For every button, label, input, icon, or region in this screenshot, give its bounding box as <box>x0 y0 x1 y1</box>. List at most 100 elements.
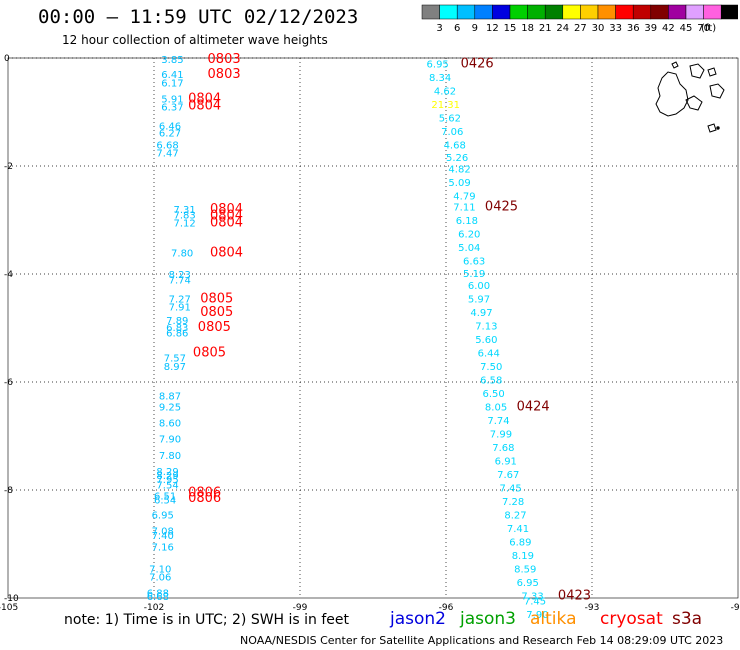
s3a-swh-label: 6.89 <box>509 537 531 548</box>
latitude-tick-label: -8 <box>4 486 13 496</box>
s3a-swh-label: 7.45 <box>524 597 546 608</box>
s3a-swh-label: 7.68 <box>492 443 514 454</box>
s3a-swh-label: 8.59 <box>514 564 536 575</box>
satellite-jason2-label: jason2 <box>390 609 446 629</box>
cryosat-time-label: 0804 <box>210 209 243 224</box>
cryosat-swh-label: 7.12 <box>173 219 195 230</box>
cryosat-time-label: 0804 <box>188 92 221 107</box>
s3a-swh-label: 8.05 <box>485 402 507 413</box>
s3a-swh-label: 5.26 <box>446 153 468 164</box>
wave-height-map: -105 -102 -99 -96 -93 -90 0 -2 -4 -6 -8 -10 3.85 6.41… <box>0 52 740 620</box>
s3a-swh-label: 4.79 <box>453 192 475 203</box>
legend-tick-label: 9 <box>472 23 478 34</box>
cryosat-time-label: 0804 <box>188 99 221 114</box>
cryosat-swh-label: 7.80 <box>159 451 181 462</box>
s3a-swh-label: 6.95 <box>517 578 539 589</box>
cryosat-swh-label: 6.83 <box>166 323 188 334</box>
s3a-swh-label: 7.13 <box>475 321 497 332</box>
legend-tick-label: 24 <box>556 23 569 34</box>
s3a-swh-label: 6.50 <box>483 389 505 400</box>
legend-tick-label: 45 <box>680 23 693 34</box>
s3a-swh-label: 5.60 <box>475 335 497 346</box>
cryosat-swh-label: 6.27 <box>159 129 181 140</box>
s3a-swh-label: 6.44 <box>478 348 500 359</box>
latitude-tick-label: -2 <box>4 162 13 172</box>
s3a-swh-label: 5.97 <box>468 294 490 305</box>
cryosat-swh-label: 7.27 <box>169 294 191 305</box>
cryosat-swh-label: 6.68 <box>147 592 169 603</box>
cryosat-swh-label: 6.17 <box>161 78 183 89</box>
s3a-swh-label: 5.19 <box>463 269 485 280</box>
map-subtitle: 12 hour collection of altimeter wave hei… <box>62 33 328 47</box>
cryosat-time-label: 0804 <box>210 202 243 217</box>
s3a-swh-label: 7.33 <box>521 591 543 602</box>
cryosat-swh-label: 6.68 <box>156 140 178 151</box>
s3a-swh-label: 4.68 <box>444 140 466 151</box>
s3a-swh-label: 8.34 <box>429 73 451 84</box>
legend-tick-label: 70 <box>697 23 710 34</box>
cryosat-swh-label: 7.57 <box>164 354 186 365</box>
map-frame <box>7 57 739 599</box>
s3a-swh-label: 5.62 <box>439 113 461 124</box>
s3a-swh-label: 7.11 <box>453 203 475 214</box>
s3a-swh-label: 6.00 <box>468 281 490 292</box>
cryosat-time-label: 0805 <box>193 345 226 360</box>
s3a-swh-label: 4.97 <box>470 308 492 319</box>
s3a-time-label: 0426 <box>461 56 494 71</box>
longitude-tick-label: -90 <box>731 603 740 613</box>
s3a-swh-label: 6.63 <box>463 257 485 268</box>
latitude-tick-label: -6 <box>4 378 13 388</box>
longitude-tick-label: -102 <box>144 603 164 613</box>
cryosat-swh-label: 7.10 <box>149 564 171 575</box>
cryosat-swh-label: 6.54 <box>154 496 176 507</box>
legend-tick-label: 42 <box>662 23 675 34</box>
color-legend: 3 6 9 12 15 18 21 24 27 30 33 36 39 42 45 70(ft) <box>421 4 738 34</box>
legend-tick-label: 36 <box>627 23 640 34</box>
cryosat-swh-label: 7.40 <box>152 531 174 542</box>
cryosat-swh-label: 6.41 <box>161 70 183 81</box>
cryosat-time-label: 0806 <box>188 491 221 506</box>
s3a-swh-label: 4.62 <box>434 86 456 97</box>
legend-tick-label: 6 <box>454 23 460 34</box>
latitude-tick-label: -10 <box>4 594 19 604</box>
longitude-tick-label: -105 <box>0 603 18 613</box>
s3a-swh-label: 7.45 <box>500 483 522 494</box>
longitude-tick-label: -93 <box>585 603 600 613</box>
s3a-swh-label: 7.90 <box>526 610 548 620</box>
cryosat-swh-label: 8.87 <box>159 392 181 403</box>
legend-tick-label: 39 <box>644 23 657 34</box>
s3a-swh-label: 5.04 <box>458 243 480 254</box>
cryosat-swh-label: 6.37 <box>161 103 183 114</box>
s3a-swh-label: 8.27 <box>504 510 526 521</box>
cryosat-time-label: 0805 <box>200 291 233 306</box>
latitude-tick-label: 0 <box>4 54 10 64</box>
legend-tick-label: 21 <box>539 23 552 34</box>
cryosat-swh-label: 7.83 <box>173 211 195 222</box>
s3a-swh-label: 7.67 <box>497 470 519 481</box>
cryosat-swh-label: 7.16 <box>152 543 174 554</box>
legend-tick-label: 12 <box>486 23 499 34</box>
legend-tick-label: 3 <box>436 23 442 34</box>
s3a-time-label: 0425 <box>485 200 518 215</box>
legend-tick-label: 15 <box>504 23 517 34</box>
satellite-altika-label: altika <box>530 609 577 629</box>
cryosat-time-label: 0805 <box>200 305 233 320</box>
cryosat-swh-label: 8.23 <box>169 270 191 281</box>
s3a-swh-label: 7.74 <box>487 416 509 427</box>
s3a-time-label: 0423 <box>558 588 591 603</box>
cryosat-swh-label: 7.91 <box>169 302 191 313</box>
cryosat-swh-label: 6.95 <box>152 510 174 521</box>
s3a-swh-label: 6.20 <box>458 230 480 241</box>
cryosat-swh-label: 7.80 <box>171 248 193 259</box>
cryosat-swh-label: 6.46 <box>159 122 181 133</box>
cryosat-swh-label: 7.47 <box>156 149 178 160</box>
cryosat-swh-label: 7.31 <box>173 205 195 216</box>
longitude-tick-label: -96 <box>439 603 454 613</box>
s3a-swh-label: 6.91 <box>495 456 517 467</box>
cryosat-swh-label: 7.74 <box>169 275 191 286</box>
s3a-swh-label: 7.06 <box>441 127 463 138</box>
legend-tick-label: 33 <box>609 23 622 34</box>
footer-note: note: 1) Time is in UTC; 2) SWH is in fe… <box>64 612 350 628</box>
cryosat-time-label: 0805 <box>198 320 231 335</box>
